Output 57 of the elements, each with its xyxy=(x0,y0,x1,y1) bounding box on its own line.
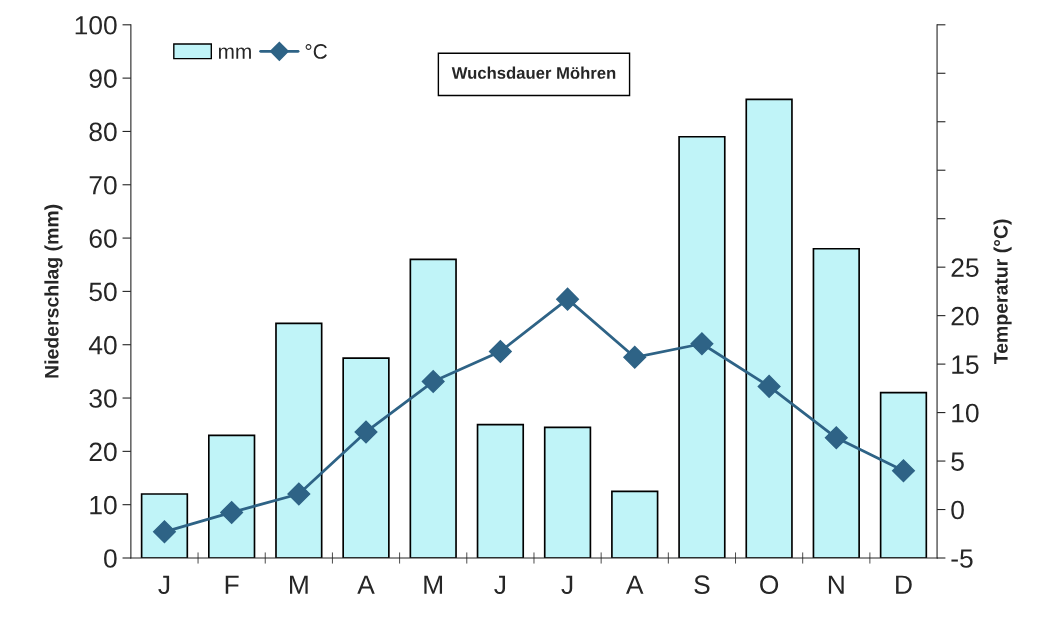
bar xyxy=(342,357,390,558)
x-tick-label: D xyxy=(896,575,912,594)
point xyxy=(757,374,781,398)
bar xyxy=(879,391,928,558)
bar xyxy=(812,247,860,558)
y2-axis-title: Temperatur (°C) xyxy=(993,219,1012,365)
x-tick-label: J xyxy=(494,575,506,595)
bar xyxy=(275,322,323,558)
point xyxy=(556,287,580,311)
x-tick-label: O xyxy=(760,575,779,595)
x-tick-label: M xyxy=(424,575,443,594)
bar xyxy=(409,258,457,558)
bar xyxy=(476,423,525,558)
annotation: Wuchsdauer Möhren xyxy=(451,66,616,79)
bar xyxy=(745,98,793,558)
y-tick-label: 20 xyxy=(89,442,117,462)
y2-tick-label: 0 xyxy=(951,500,964,520)
legend-label: mm xyxy=(218,47,251,59)
x-tick-label: A xyxy=(357,575,375,594)
point xyxy=(220,500,244,524)
point xyxy=(623,345,647,369)
y-tick-label: 100 xyxy=(75,15,117,35)
point xyxy=(690,332,714,356)
y-axis-title: Niederschlag (mm) xyxy=(44,204,63,378)
point xyxy=(891,459,915,483)
y-tick-label: 30 xyxy=(89,389,117,408)
y2-tick-label: 20 xyxy=(951,306,979,326)
x-tick-label: S xyxy=(694,575,710,595)
point xyxy=(421,370,445,394)
point xyxy=(287,482,311,506)
bar xyxy=(678,135,726,558)
y-tick-label: 50 xyxy=(89,282,117,302)
x-tick-label: J xyxy=(561,575,573,595)
y-tick-label: 0 xyxy=(104,549,117,568)
x-tick-label: J xyxy=(158,575,170,595)
legend-label: °C xyxy=(305,44,327,59)
y-tick-label: 90 xyxy=(89,69,117,88)
y2-tick-label: 25 xyxy=(951,258,979,277)
point xyxy=(824,426,848,450)
x-tick-label: F xyxy=(225,575,239,594)
point xyxy=(488,340,512,364)
x-tick-label: M xyxy=(290,575,308,594)
bar xyxy=(207,434,256,558)
y-tick-label: 70 xyxy=(89,175,117,195)
y2-tick-label: 10 xyxy=(952,403,979,423)
y2-tick-label: 5 xyxy=(951,452,964,471)
x-tick-label: A xyxy=(626,575,644,594)
y2-tick-label: 15 xyxy=(952,355,979,374)
point xyxy=(354,420,378,444)
bar xyxy=(611,490,659,558)
bar xyxy=(543,426,592,558)
y2-tick-label: -5 xyxy=(951,549,973,568)
y-tick-label: 80 xyxy=(89,122,117,142)
y-tick-label: 60 xyxy=(89,229,117,248)
x-tick-label: N xyxy=(828,575,844,594)
y-tick-label: 40 xyxy=(88,335,117,355)
y-tick-label: 10 xyxy=(90,495,117,515)
